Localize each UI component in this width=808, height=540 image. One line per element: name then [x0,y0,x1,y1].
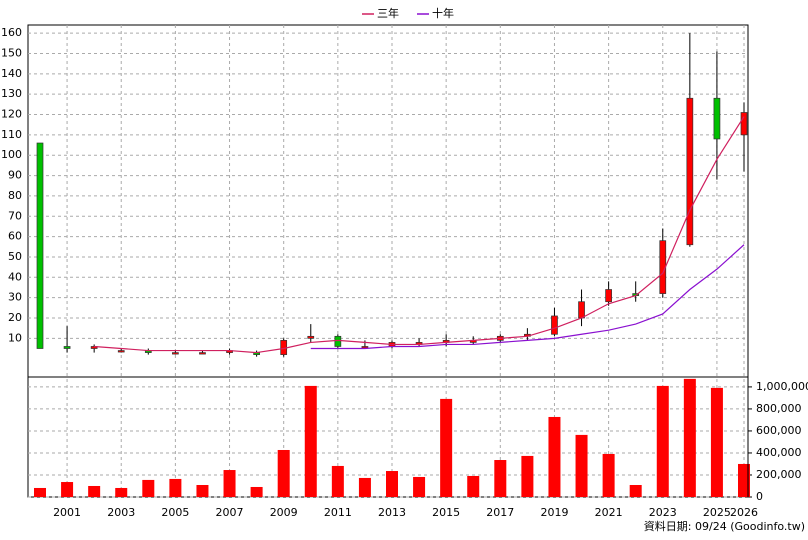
x-tick-label: 2009 [270,506,298,519]
y2-tick-label: 800,000 [756,402,802,415]
volume-bar [710,387,723,497]
y-tick-label: 150 [1,46,22,59]
y-tick-label: 40 [8,270,22,283]
y-tick-label: 20 [8,311,22,324]
x-tick-label: 2011 [324,506,352,519]
candle-body [307,335,315,339]
candle-body [117,350,125,353]
candle-body [199,352,206,355]
volume-bar [34,487,46,497]
volume-bar [413,476,426,497]
y-tick-label: 160 [1,26,22,39]
volume-bar [494,460,507,497]
volume-bar [223,470,236,497]
volume-bar [683,378,696,497]
volume-bar [521,455,534,497]
y2-tick-label: 200,000 [756,468,802,481]
y2-tick-label: 1,000,000 [756,380,808,393]
y-tick-label: 60 [8,230,22,243]
x-tick-label: 2023 [649,506,677,519]
candle-body [334,335,342,347]
volume-bar [575,434,588,497]
y2-tick-label: 0 [756,490,763,503]
y-tick-label: 140 [1,67,22,80]
y-tick-label: 110 [1,128,22,141]
x-tick-label: 2017 [486,506,514,519]
footer-note: 資料日期: 09/24 (Goodinfo.tw) [644,519,805,533]
volume-bar [115,487,128,497]
ma-line [310,244,745,350]
volume-bar [548,416,561,497]
volume-bar [656,385,669,497]
y-tick-label: 130 [1,87,22,100]
candle-body [551,315,558,335]
ma-line [94,116,745,354]
x-tick-label: 2001 [53,506,81,519]
x-tick-label: 2025 [703,506,731,519]
x-tick-label: 2007 [216,506,244,519]
candle-body [172,352,179,355]
y-tick-label: 100 [1,148,22,161]
volume-bar [142,479,155,497]
volume-bar [440,398,453,497]
x-tick-label: 2021 [595,506,623,519]
volume-bar [629,485,642,497]
volume-bar [467,475,480,497]
y-tick-label: 80 [8,189,22,202]
x-tick-label: 2019 [540,506,568,519]
volume-bar [196,485,209,497]
x-tick-label: 2013 [378,506,406,519]
candle-body [713,97,721,140]
candle-body [740,112,748,136]
y-tick-label: 50 [8,250,22,263]
y-tick-label: 30 [8,291,22,304]
volume-bar [88,485,101,497]
y-tick-label: 120 [1,108,22,121]
y2-tick-label: 600,000 [756,424,802,437]
volume-bar [602,453,615,497]
candle-body [63,346,71,349]
legend-label: 十年 [432,6,454,20]
candle-body [686,97,694,246]
volume-bar [331,465,344,497]
y-tick-label: 90 [8,169,22,182]
volume-bar [358,477,371,497]
volume-bar [738,463,750,497]
candle-body [36,142,44,349]
volume-bar [169,478,182,497]
volume-bar [304,385,317,497]
volume-bar [386,471,398,497]
candle-body [605,289,612,303]
x-tick-label: 2003 [107,506,135,519]
y2-tick-label: 400,000 [756,446,802,459]
volume-bar [61,482,74,497]
y-tick-label: 70 [8,209,22,222]
x-tick-label: 2026 [730,506,758,519]
y-tick-label: 10 [8,331,22,344]
candle-body [578,301,585,319]
candle-body [361,346,369,349]
x-tick-label: 2005 [161,506,189,519]
volume-bar [277,449,290,497]
x-tick-label: 2015 [432,506,460,519]
volume-bar [250,486,263,497]
plot-frame [27,24,749,498]
legend-label: 三年 [377,6,399,20]
